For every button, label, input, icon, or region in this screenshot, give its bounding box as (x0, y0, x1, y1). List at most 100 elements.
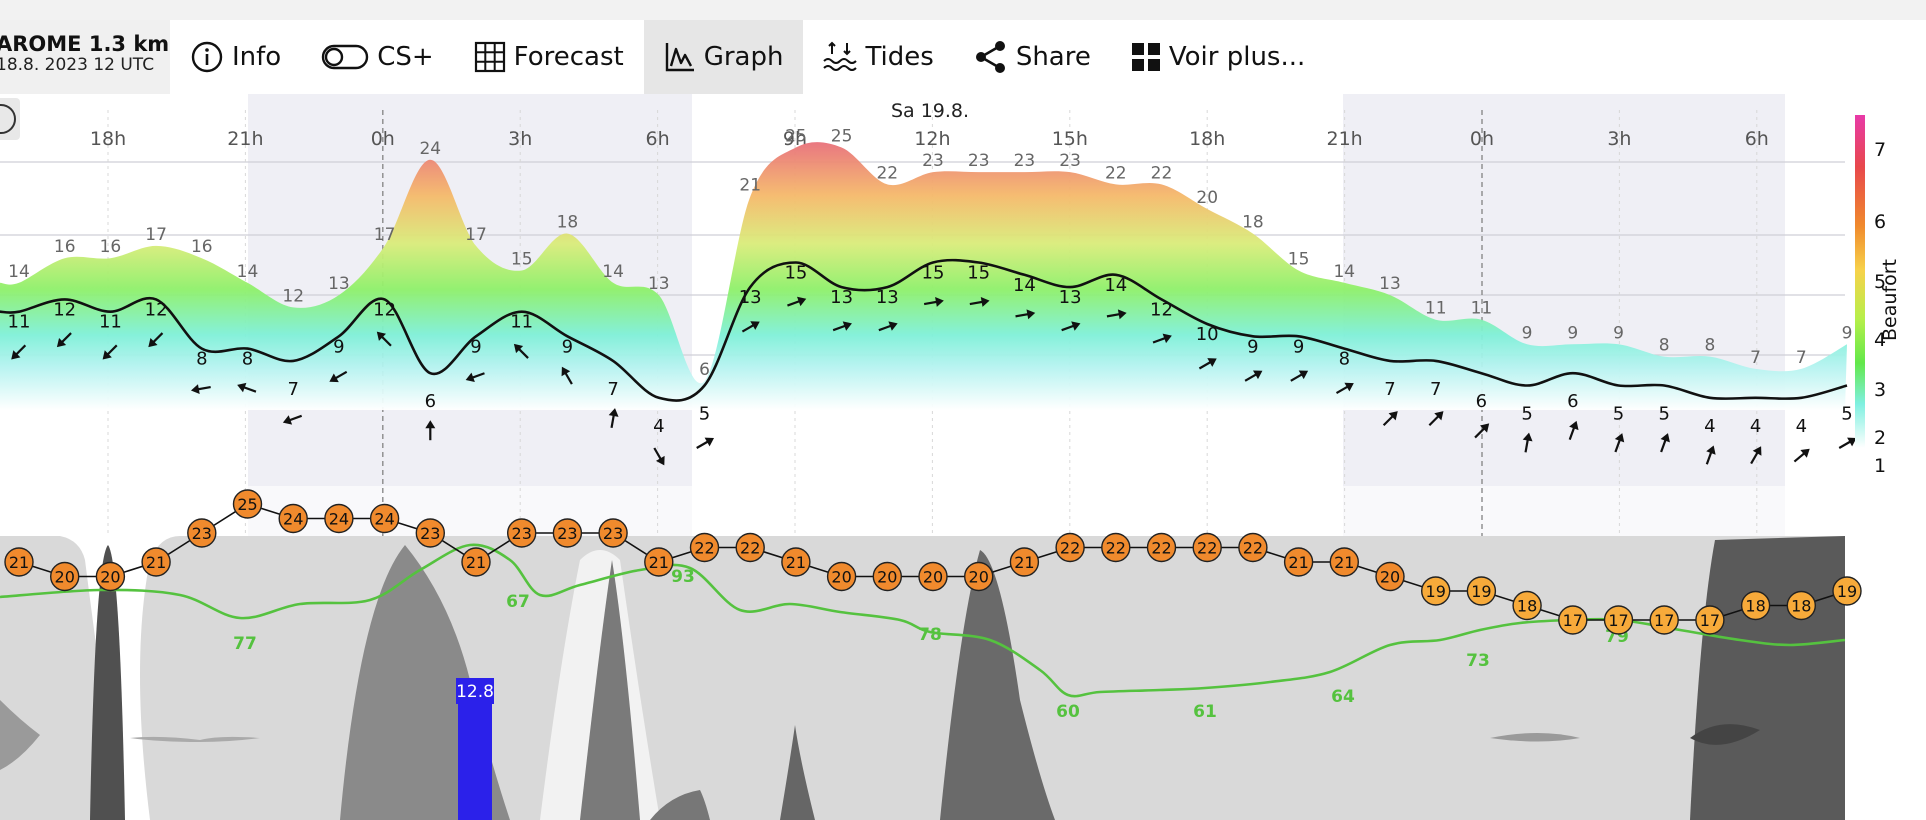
wind-arrow (969, 297, 990, 307)
hour-tick-label: 21h (1326, 128, 1362, 150)
panel-gap (0, 486, 1926, 536)
graph-settings-button[interactable] (0, 98, 20, 140)
temperature-marker (1101, 532, 1131, 563)
wind-arrow (56, 332, 72, 348)
model-name: AROME 1.3 km (0, 32, 170, 56)
model-badge[interactable]: AROME 1.3 km 18.8. 2023 12 UTC (0, 20, 170, 94)
wind-speed-label: 4 (1750, 416, 1761, 437)
cloud-lobe (1490, 733, 1580, 742)
temperature-label: 22 (1197, 539, 1217, 558)
gust-label: 13 (328, 274, 350, 294)
beaufort-label: 3 (1874, 379, 1886, 401)
temperature-label: 19 (1426, 582, 1446, 601)
wind-speed-label: 5 (1613, 404, 1624, 425)
humidity-label: 60 (1056, 702, 1080, 722)
wind-arrow (923, 297, 944, 307)
hour-tick-label: 21h (227, 128, 263, 150)
wind-arrow (425, 420, 436, 441)
beaufort-label: 1 (1874, 455, 1886, 477)
beaufort-label: 6 (1874, 211, 1886, 233)
temperature-marker (1146, 532, 1177, 563)
temperature-label: 21 (1334, 553, 1354, 572)
wind-arrow (1198, 358, 1217, 370)
gust-label: 18 (1242, 213, 1264, 233)
more-button[interactable]: Voir plus... (1111, 20, 1325, 94)
temperature-marker (232, 489, 263, 519)
wind-speed-label: 4 (653, 416, 664, 437)
share-button[interactable]: Share (954, 20, 1111, 94)
wind-speed-label: 8 (242, 349, 253, 370)
wind-arrow (376, 331, 392, 347)
wind-speed-label: 4 (1796, 416, 1807, 437)
wind-speed-label: 7 (607, 379, 618, 400)
temperature-label: 20 (877, 568, 897, 587)
hour-tick-label: 18h (1189, 128, 1225, 150)
tides-button[interactable]: Tides (803, 20, 953, 94)
gust-label: 25 (785, 127, 807, 147)
share-icon (975, 41, 1005, 73)
day-label: Sa 19.8. (891, 100, 969, 122)
temperature-marker (187, 518, 217, 548)
settings-icon (0, 104, 16, 134)
tides-label: Tides (865, 42, 934, 72)
wind-arrow (1152, 333, 1172, 344)
wind-arrow (878, 321, 898, 332)
wind-speed-label: 12 (53, 299, 76, 320)
info-icon (191, 41, 223, 73)
forecast-button[interactable]: Forecast (454, 20, 644, 94)
temperature-label: 22 (1060, 539, 1080, 558)
temperature-marker (1603, 605, 1634, 635)
gust-label: 14 (1333, 262, 1355, 282)
wind-speed-label: 13 (830, 287, 853, 308)
temperature-marker (644, 547, 674, 577)
temperature-marker (552, 518, 583, 548)
cloud-peak (780, 725, 815, 820)
wind-arrow (190, 384, 211, 395)
temperature-label: 17 (1654, 611, 1674, 630)
temperature-marker (1420, 576, 1451, 606)
gust-label: 21 (739, 176, 761, 196)
wind-arrow (1614, 433, 1625, 453)
cloud-peak (90, 545, 125, 820)
hour-tick-label: 6h (646, 128, 670, 150)
gust-label: 22 (1151, 163, 1173, 183)
temperature-label: 19 (1837, 582, 1857, 601)
cloud-peak (580, 560, 640, 820)
humidity-label: 77 (233, 634, 257, 654)
more-label: Voir plus... (1168, 42, 1306, 72)
hour-tick-label: 0h (371, 128, 395, 150)
wind-speed-label: 7 (287, 379, 298, 400)
temperature-marker (964, 561, 994, 592)
graph-button[interactable]: Graph (643, 20, 804, 94)
wind-arrow (282, 414, 303, 425)
chart-icon (665, 43, 694, 72)
temperature-label: 21 (146, 553, 166, 572)
temperature-marker (1375, 561, 1405, 592)
gust-label: 15 (511, 250, 533, 270)
info-button[interactable]: Info (170, 20, 301, 94)
temperature-label: 22 (694, 539, 714, 558)
humidity-label: 73 (1466, 651, 1490, 671)
wind-speed-label: 7 (1430, 379, 1441, 400)
temperature-marker (1466, 576, 1497, 606)
temperature-marker (278, 503, 308, 534)
temperature-label: 22 (740, 539, 760, 558)
cs-plus-button[interactable]: CS+ (301, 20, 453, 94)
wind-arrow (237, 382, 257, 393)
gust-label: 20 (1196, 188, 1218, 208)
wind-speed-label: 9 (562, 336, 573, 357)
temperature-label: 24 (283, 510, 303, 529)
gust-label: 7 (1796, 348, 1807, 368)
apps-icon (1131, 43, 1160, 71)
info-label: Info (232, 42, 282, 72)
hour-tick-label: 3h (1607, 128, 1631, 150)
wind-speed-label: 6 (425, 391, 436, 412)
gust-label: 7 (1750, 348, 1761, 368)
wind-speed-label: 10 (1196, 324, 1219, 345)
gust-label: 8 (1704, 336, 1715, 356)
hour-tick-label: 0h (1470, 128, 1494, 150)
wind-speed-label: 15 (967, 263, 990, 284)
wind-speed-label: 9 (1247, 336, 1258, 357)
temperature-label: 23 (557, 524, 577, 543)
temperature-marker (415, 518, 445, 548)
